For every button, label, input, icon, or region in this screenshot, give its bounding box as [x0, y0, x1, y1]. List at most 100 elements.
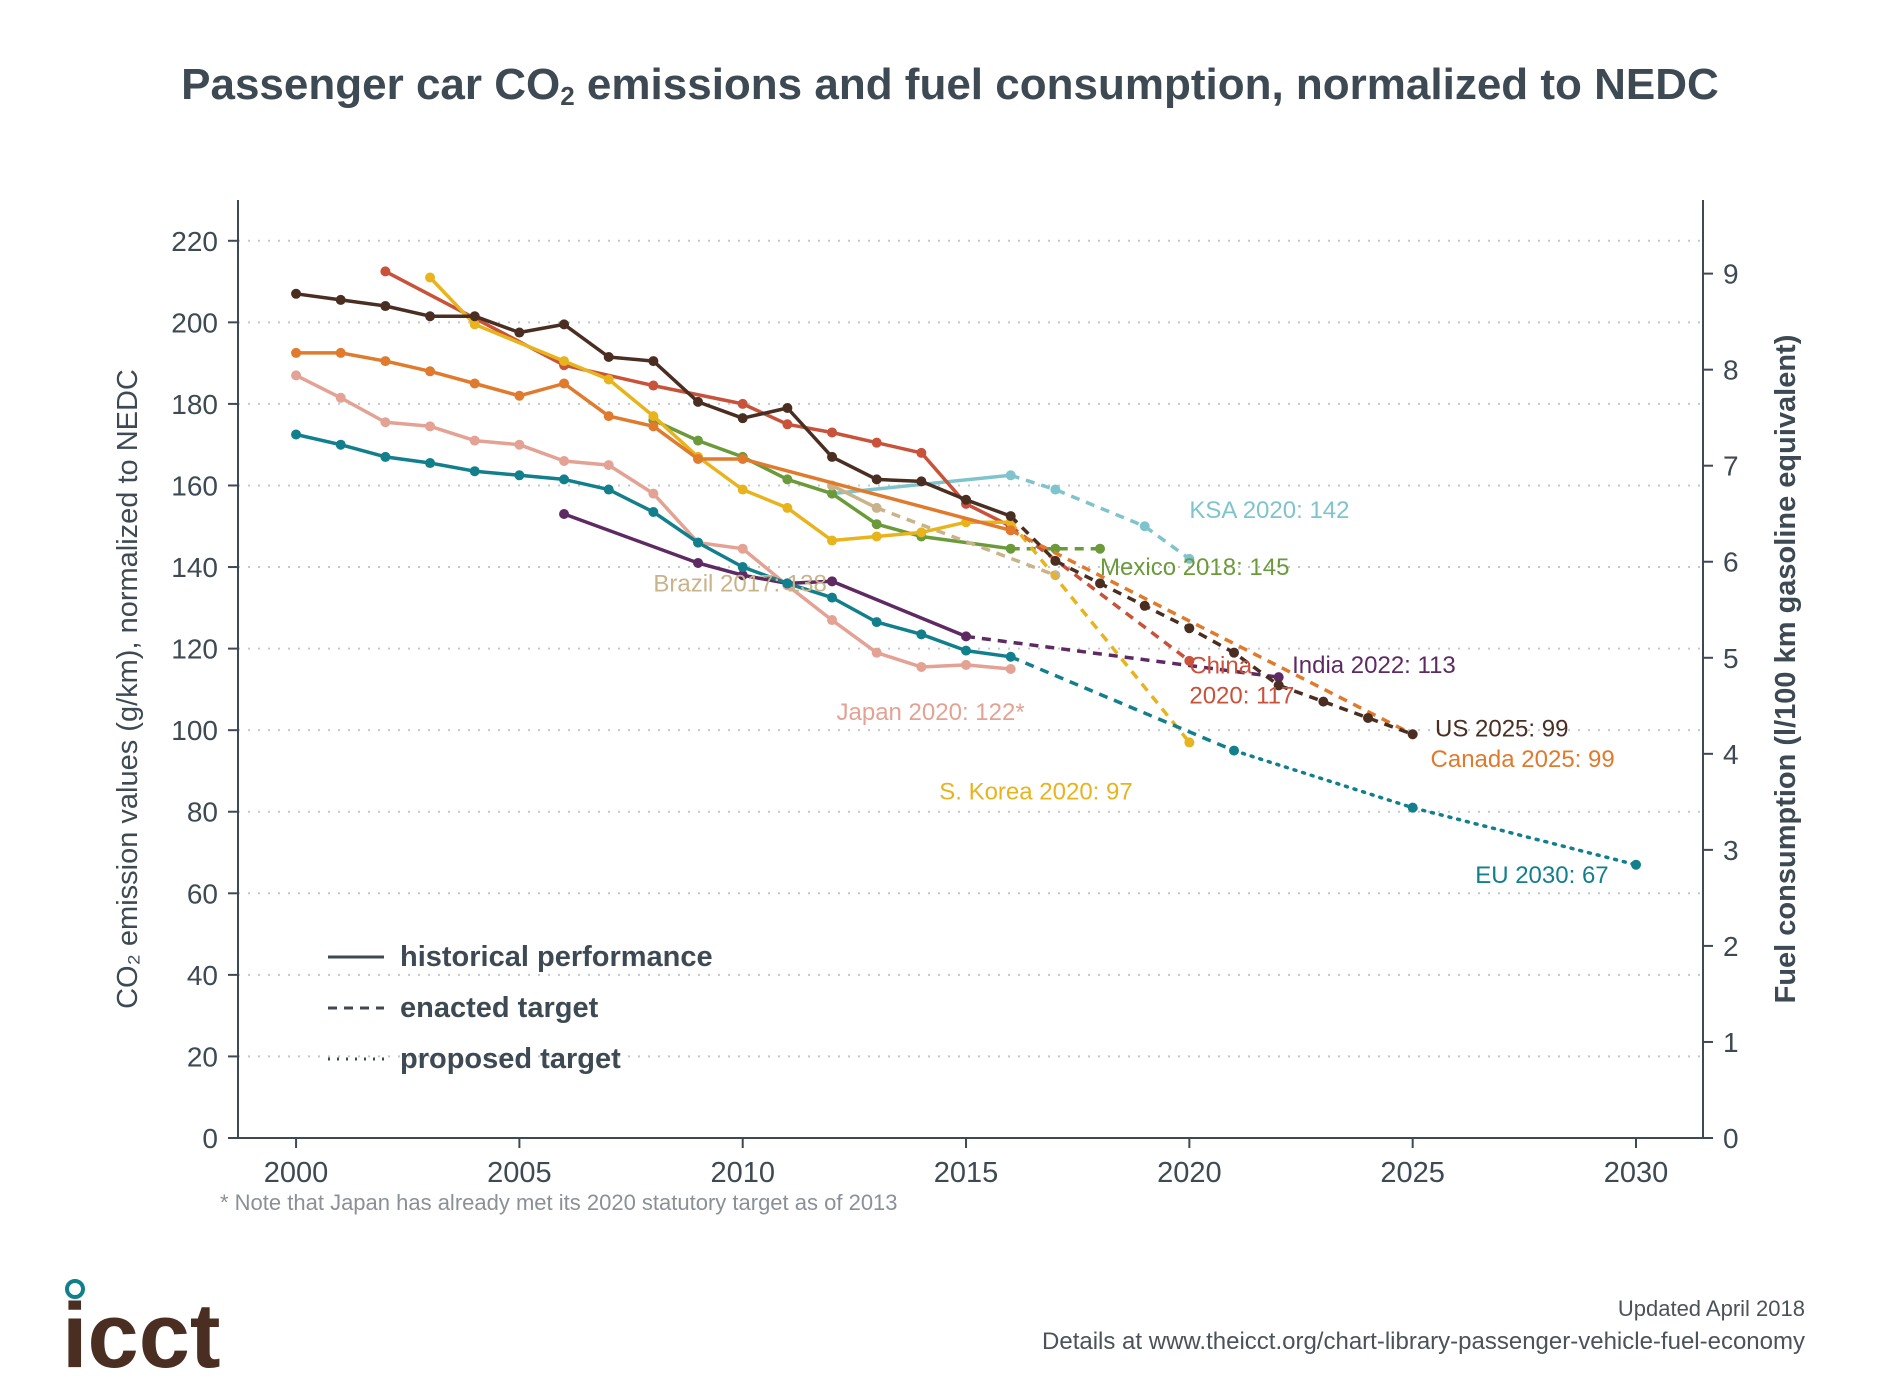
data-point [1005, 651, 1016, 662]
data-point [1005, 470, 1016, 481]
data-point [469, 319, 480, 330]
data-point [871, 437, 882, 448]
data-point [425, 458, 436, 469]
series-canada [291, 347, 1418, 740]
page-title: Passenger car CO2 emissions and fuel con… [181, 60, 1719, 111]
data-point [559, 474, 570, 485]
series-label-s-korea: S. Korea 2020: 97 [939, 779, 1132, 806]
data-point [1050, 555, 1061, 566]
data-point [871, 647, 882, 658]
legend: historical performance enacted target prop… [328, 941, 713, 1075]
data-point [916, 527, 927, 538]
x-tick-label: 2005 [487, 1157, 552, 1189]
series-us [291, 288, 1418, 740]
data-point [648, 380, 659, 391]
data-point [1273, 672, 1284, 683]
data-point [827, 576, 838, 587]
data-point [961, 645, 972, 656]
data-point [1005, 525, 1016, 536]
data-point [514, 390, 525, 401]
y-left-tick-label: 60 [187, 878, 218, 909]
data-point [693, 557, 704, 568]
legend-label-solid: historical performance [400, 941, 713, 973]
series-india-enacted-line [965, 634, 1279, 679]
data-point [603, 484, 614, 495]
series-us-historical-line [295, 292, 1012, 518]
data-point [871, 617, 882, 628]
y-left-tick-label: 140 [171, 552, 218, 583]
data-point [782, 402, 793, 413]
data-point [737, 413, 748, 424]
data-point [559, 319, 570, 330]
data-point [916, 629, 927, 640]
data-point [559, 356, 570, 367]
x-tick-label: 2010 [710, 1157, 775, 1189]
grid-lines [238, 239, 1703, 1058]
data-point [335, 392, 346, 403]
data-point [1184, 623, 1195, 634]
data-point [425, 311, 436, 322]
data-point [335, 294, 346, 305]
series-eu-enacted-line [1010, 655, 1235, 753]
y-left-tick-label: 40 [187, 960, 218, 991]
data-point [1050, 484, 1061, 495]
series-eu [291, 429, 1642, 870]
series-india [559, 509, 1284, 683]
data-point [603, 411, 614, 422]
data-point [291, 429, 302, 440]
data-point [1631, 859, 1642, 870]
data-point [1139, 600, 1150, 611]
data-point [693, 453, 704, 464]
y-left-axis-title: CO₂ emission values (g/km), normalized t… [112, 369, 144, 1009]
data-point [1184, 553, 1195, 564]
data-point [737, 484, 748, 495]
data-point [1318, 696, 1329, 707]
legend-label-dashed: enacted target [400, 992, 599, 1024]
data-point [469, 378, 480, 389]
series-brazil-historical-line [831, 483, 878, 510]
y-left-tick-label: 200 [171, 307, 218, 338]
data-point [380, 417, 391, 428]
y-left-tick-label: 160 [171, 470, 218, 501]
y-right-tick-label: 8 [1723, 355, 1739, 386]
data-point [916, 447, 927, 458]
data-point [827, 535, 838, 546]
x-tick-label: 2000 [264, 1157, 329, 1189]
data-point [827, 451, 838, 462]
data-point [1139, 521, 1150, 532]
series-label-japan: Japan 2020: 122* [837, 699, 1025, 726]
data-point [961, 659, 972, 670]
data-point [871, 502, 882, 513]
y-left-tick-label: 220 [171, 226, 218, 257]
series-labels: KSA 2020: 142 Mexico 2018: 145 Brazil 2017… [653, 497, 1614, 889]
data-point [782, 474, 793, 485]
data-point [737, 453, 748, 464]
data-point [871, 474, 882, 485]
data-point [1095, 543, 1106, 554]
y-right-axis-title: Fuel consumption (l/100 km gasoline equi… [1770, 335, 1802, 1004]
legend-label-dotted: proposed target [400, 1043, 621, 1075]
series-label-india: India 2022: 113 [1292, 652, 1456, 679]
data-point [291, 347, 302, 358]
data-point [1407, 802, 1418, 813]
details-link[interactable]: Details at www.theicct.org/chart-library… [1042, 1328, 1805, 1355]
data-point [961, 494, 972, 505]
data-point [1229, 647, 1240, 658]
y-right-tick-label: 6 [1723, 547, 1739, 578]
data-point [648, 421, 659, 432]
y-right-tick-label: 0 [1723, 1123, 1739, 1154]
data-point [871, 519, 882, 530]
data-point [425, 272, 436, 283]
series-label-eu: EU 2030: 67 [1475, 862, 1608, 889]
y-left-tick-label: 180 [171, 389, 218, 420]
icct-logo: icct [62, 1275, 262, 1387]
y-left-tick-label: 100 [171, 715, 218, 746]
data-point [827, 592, 838, 603]
data-point [380, 266, 391, 277]
data-point [916, 661, 927, 672]
y-left-tick-label: 80 [187, 797, 218, 828]
data-point [514, 327, 525, 338]
data-point [559, 378, 570, 389]
data-point [1184, 655, 1195, 666]
series-japan [291, 370, 1016, 674]
